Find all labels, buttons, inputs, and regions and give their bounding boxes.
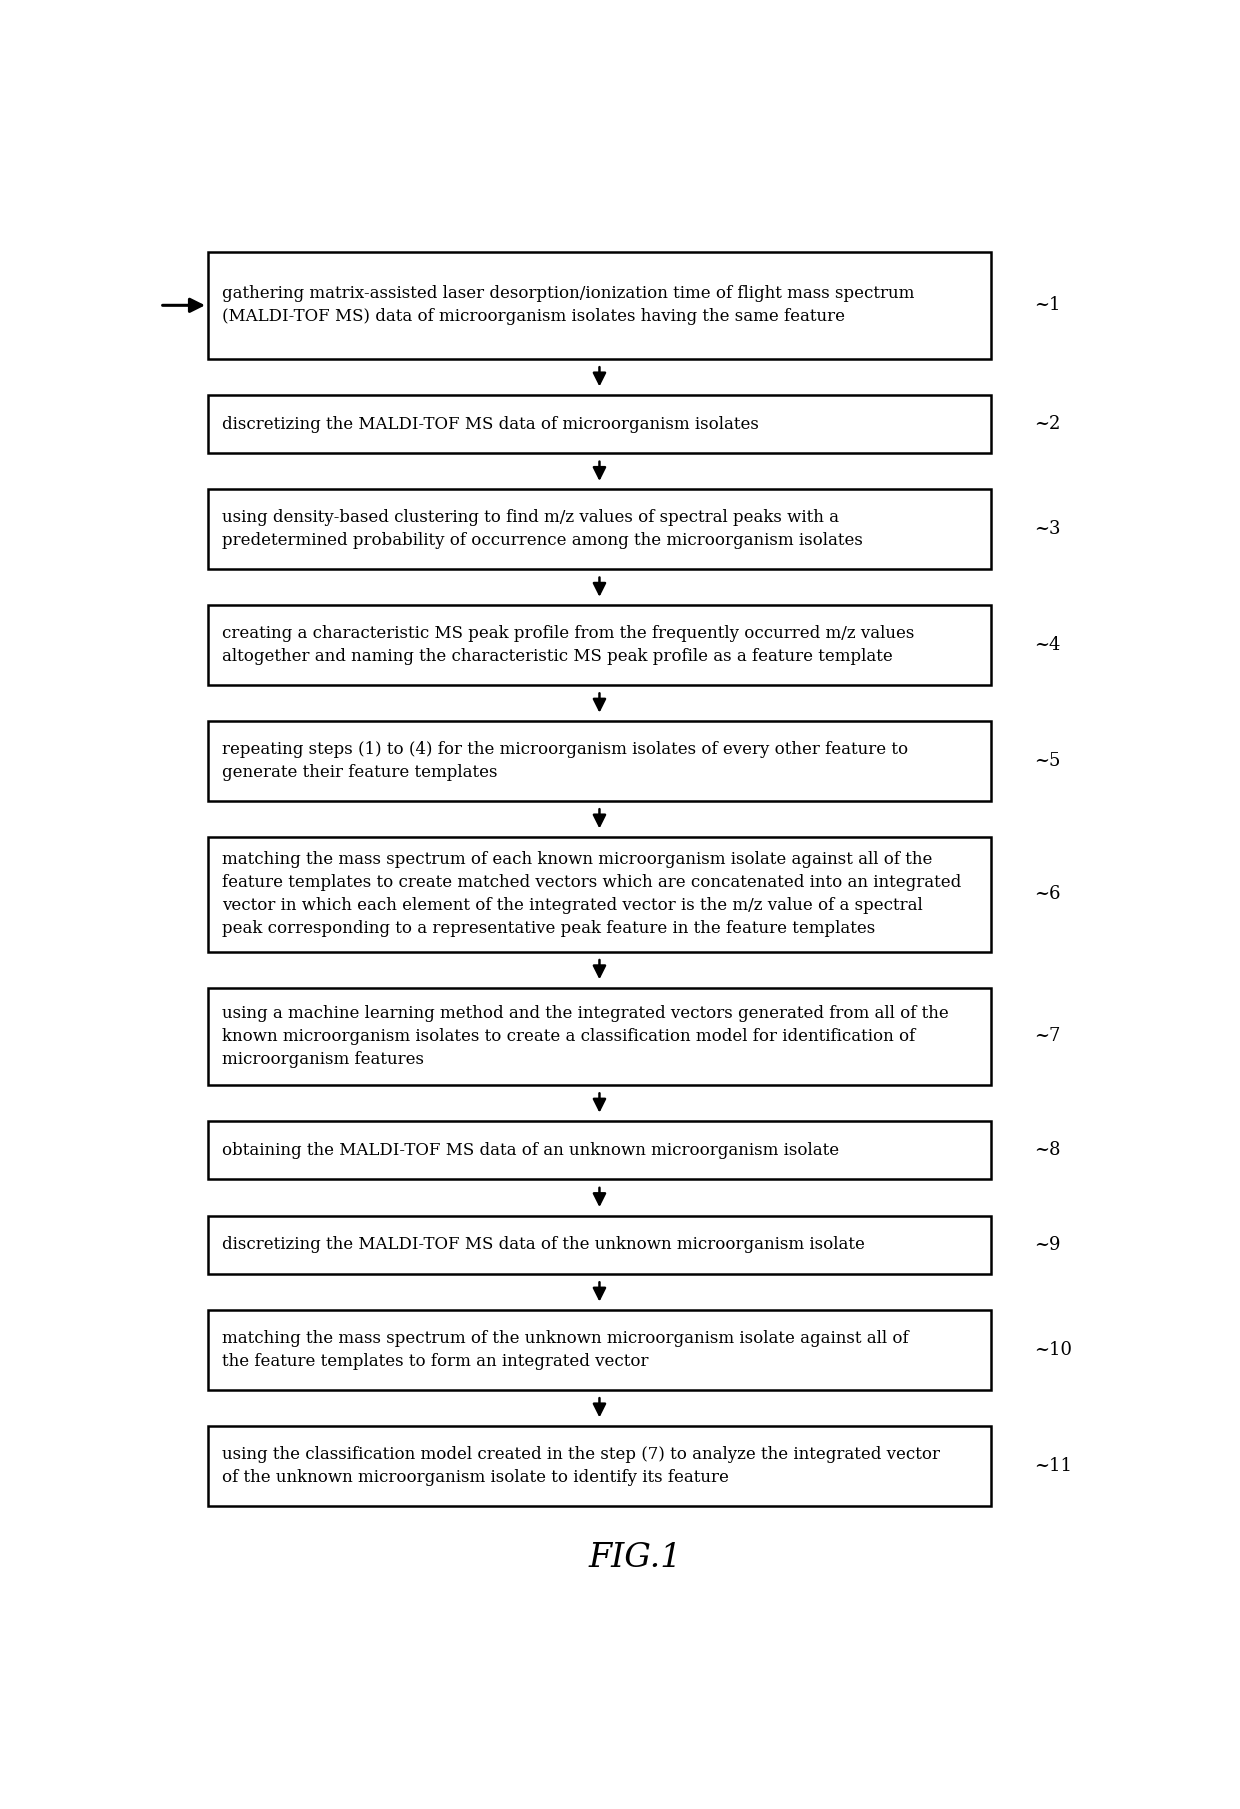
Text: ~7: ~7 (1034, 1028, 1060, 1046)
Bar (208, 722, 991, 801)
Text: FIG.1: FIG.1 (589, 1541, 682, 1574)
Text: ~1: ~1 (1034, 297, 1060, 315)
Text: obtaining the MALDI-TOF MS data of an unknown microorganism isolate: obtaining the MALDI-TOF MS data of an un… (222, 1141, 839, 1160)
Text: repeating steps (1) to (4) for the microorganism isolates of every other feature: repeating steps (1) to (4) for the micro… (222, 742, 909, 781)
Text: ~11: ~11 (1034, 1456, 1073, 1474)
Bar (208, 1216, 991, 1274)
Text: creating a characteristic MS peak profile from the frequently occurred m/z value: creating a characteristic MS peak profil… (222, 626, 915, 666)
Text: matching the mass spectrum of the unknown microorganism isolate against all of
t: matching the mass spectrum of the unknow… (222, 1330, 909, 1369)
Bar (208, 988, 991, 1085)
Bar (208, 606, 991, 686)
Bar (208, 394, 991, 454)
Text: discretizing the MALDI-TOF MS data of the unknown microorganism isolate: discretizing the MALDI-TOF MS data of th… (222, 1236, 866, 1254)
Text: ~10: ~10 (1034, 1340, 1073, 1359)
Text: ~4: ~4 (1034, 637, 1060, 655)
Text: ~9: ~9 (1034, 1236, 1060, 1254)
Text: using the classification model created in the step (7) to analyze the integrated: using the classification model created i… (222, 1445, 940, 1485)
Bar (208, 1122, 991, 1179)
Text: ~3: ~3 (1034, 521, 1060, 539)
Text: using density-based clustering to find m/z values of spectral peaks with a
prede: using density-based clustering to find m… (222, 510, 863, 550)
Text: ~5: ~5 (1034, 753, 1060, 771)
Text: using a machine learning method and the integrated vectors generated from all of: using a machine learning method and the … (222, 1006, 949, 1067)
Bar (208, 490, 991, 570)
Text: ~6: ~6 (1034, 885, 1060, 903)
Text: ~2: ~2 (1034, 414, 1060, 432)
Text: gathering matrix-assisted laser desorption/ionization time of flight mass spectr: gathering matrix-assisted laser desorpti… (222, 286, 915, 326)
Text: ~8: ~8 (1034, 1141, 1060, 1160)
Bar (208, 251, 991, 358)
Bar (208, 838, 991, 952)
Bar (208, 1310, 991, 1389)
Text: discretizing the MALDI-TOF MS data of microorganism isolates: discretizing the MALDI-TOF MS data of mi… (222, 416, 759, 432)
Bar (208, 1425, 991, 1505)
Text: matching the mass spectrum of each known microorganism isolate against all of th: matching the mass spectrum of each known… (222, 852, 961, 937)
